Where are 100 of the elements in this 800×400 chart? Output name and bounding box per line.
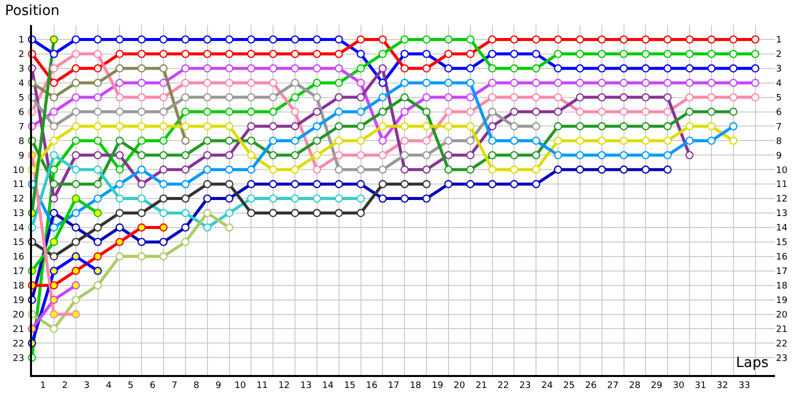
point xyxy=(554,93,562,102)
point xyxy=(576,35,584,44)
point xyxy=(94,252,102,260)
point xyxy=(137,238,146,246)
point xyxy=(159,64,168,72)
point xyxy=(664,93,672,102)
point xyxy=(466,136,474,145)
point xyxy=(444,64,453,72)
point xyxy=(290,194,300,203)
point xyxy=(356,151,365,160)
point xyxy=(598,50,606,58)
point xyxy=(576,64,584,72)
point xyxy=(356,64,365,72)
point xyxy=(356,93,365,102)
point xyxy=(356,180,365,188)
point xyxy=(334,166,343,174)
point xyxy=(116,78,124,87)
y2-tick-label: 3 xyxy=(776,64,782,75)
point xyxy=(203,180,212,188)
point xyxy=(72,64,80,72)
point xyxy=(598,35,606,44)
point xyxy=(576,151,584,160)
x-tick-label: 20 xyxy=(454,380,466,391)
y-tick-label: 11 xyxy=(12,180,24,190)
point xyxy=(334,78,343,87)
point xyxy=(378,78,387,87)
point xyxy=(422,108,431,116)
x-tick-label: 21 xyxy=(476,380,488,391)
point xyxy=(620,35,628,44)
y2-tick-label: 21 xyxy=(776,324,788,335)
x-axis-title: Laps xyxy=(736,355,769,371)
point xyxy=(642,50,650,58)
y2-tick-label: 4 xyxy=(776,79,782,89)
y-tick-label: 8 xyxy=(18,136,24,147)
point xyxy=(576,78,584,87)
point xyxy=(334,108,343,116)
point xyxy=(312,64,322,72)
point xyxy=(72,166,80,174)
point xyxy=(422,35,431,44)
point xyxy=(290,108,300,116)
point xyxy=(554,50,562,58)
point xyxy=(137,108,146,116)
y2-tick-label: 23 xyxy=(776,354,788,364)
point xyxy=(312,50,322,58)
point xyxy=(466,108,474,116)
point xyxy=(334,122,343,130)
point xyxy=(94,151,102,160)
point xyxy=(334,194,343,203)
x-tick-label: 14 xyxy=(322,380,334,391)
x-tick-label: 1 xyxy=(40,380,46,391)
point xyxy=(510,166,518,174)
point xyxy=(378,194,387,203)
point xyxy=(225,223,234,232)
point xyxy=(116,136,124,145)
point xyxy=(532,93,540,102)
point xyxy=(181,108,190,116)
point xyxy=(159,180,168,188)
point xyxy=(312,108,322,116)
point xyxy=(247,93,256,102)
point xyxy=(378,136,387,145)
point xyxy=(488,180,496,188)
point xyxy=(378,64,387,72)
point xyxy=(378,180,387,188)
x-tick-label: 2 xyxy=(62,380,68,391)
x-tick-label: 31 xyxy=(694,380,706,391)
y2-tick-label: 22 xyxy=(776,339,788,350)
point xyxy=(159,194,168,203)
y-tick-label: 5 xyxy=(18,93,24,104)
point xyxy=(598,151,606,160)
point xyxy=(707,64,716,72)
point xyxy=(268,151,278,160)
y-tick-label: 6 xyxy=(18,108,24,118)
point xyxy=(378,35,387,44)
point xyxy=(707,78,716,87)
point xyxy=(247,151,256,160)
point xyxy=(203,136,212,145)
point xyxy=(268,180,278,188)
point xyxy=(444,50,453,58)
point xyxy=(268,208,278,218)
point xyxy=(116,64,124,72)
point xyxy=(356,35,365,44)
point xyxy=(50,194,58,203)
point xyxy=(159,223,168,232)
point xyxy=(488,122,496,130)
x-tick-label: 18 xyxy=(410,380,422,391)
point xyxy=(159,78,168,87)
point xyxy=(159,252,168,260)
point xyxy=(203,122,212,130)
point xyxy=(510,78,518,87)
point xyxy=(598,93,606,102)
point xyxy=(312,208,322,218)
x-tick-label: 29 xyxy=(650,380,663,391)
point xyxy=(137,93,146,102)
point xyxy=(642,93,650,102)
point xyxy=(50,296,58,304)
point xyxy=(488,93,496,102)
point xyxy=(268,136,278,145)
y-tick-label: 10 xyxy=(12,166,24,176)
y-tick-label: 15 xyxy=(12,238,24,248)
point xyxy=(532,136,540,145)
